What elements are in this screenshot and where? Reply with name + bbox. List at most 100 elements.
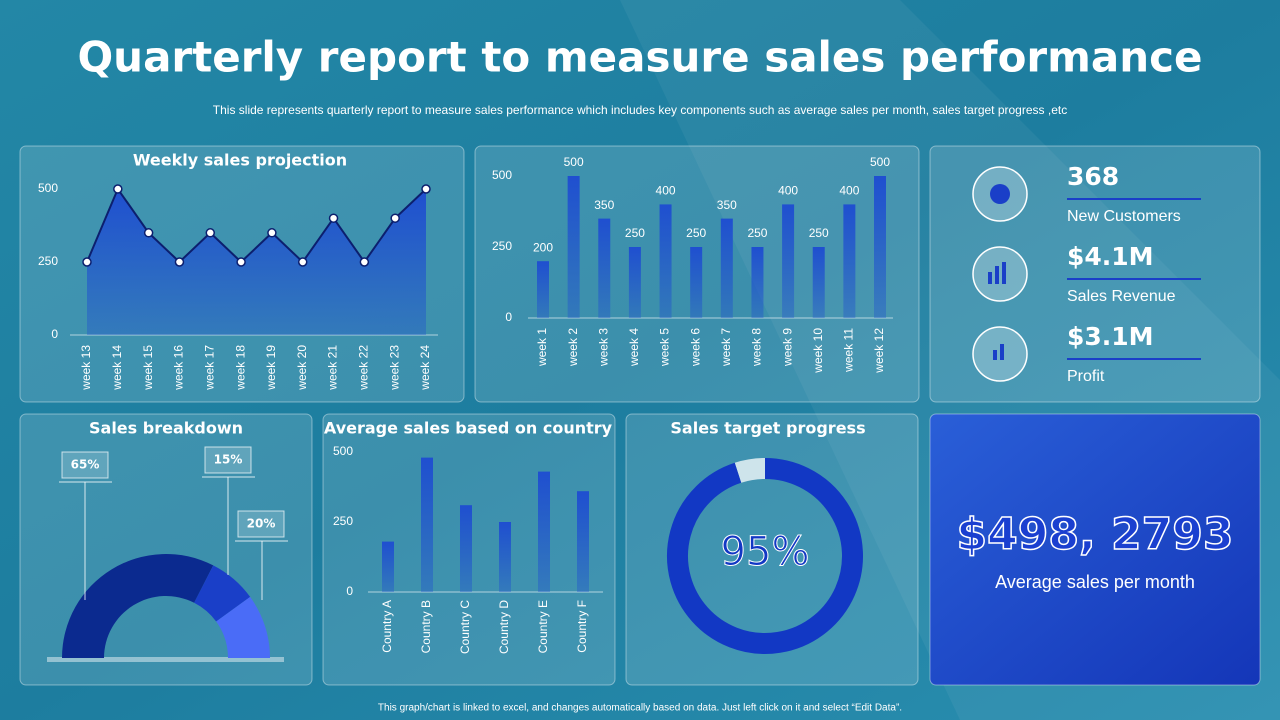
data-label: 250 xyxy=(625,226,645,240)
y-tick-label: 250 xyxy=(492,239,512,253)
data-label: 250 xyxy=(809,226,829,240)
x-tick-label: week 13 xyxy=(79,345,93,391)
y-tick-label: 0 xyxy=(346,584,353,598)
data-label: 65% xyxy=(71,458,100,472)
x-tick-label: week 1 xyxy=(535,328,549,367)
chart-title: Sales target progress xyxy=(670,419,865,438)
point xyxy=(267,228,277,238)
x-tick-label: Country F xyxy=(575,600,589,653)
data-label: 400 xyxy=(656,184,676,198)
bar xyxy=(567,176,580,318)
bar xyxy=(843,204,856,318)
bar xyxy=(812,247,825,318)
x-tick-label: week 22 xyxy=(357,345,371,391)
bar xyxy=(382,541,394,592)
x-tick-label: week 4 xyxy=(627,328,641,367)
y-tick-label: 500 xyxy=(492,168,512,182)
point xyxy=(328,213,339,223)
kpi-label: Sales Revenue xyxy=(1067,288,1176,305)
data-label: 250 xyxy=(686,226,706,240)
data-label: 350 xyxy=(594,198,614,212)
chart-title: Sales breakdown xyxy=(89,419,243,438)
label-box xyxy=(237,510,285,538)
bar xyxy=(720,218,733,318)
y-tick-label: 0 xyxy=(51,327,58,341)
y-tick-label: 500 xyxy=(38,181,58,195)
point xyxy=(143,228,154,238)
x-tick-label: week 7 xyxy=(719,328,733,367)
highlight-value: $498, 2793 xyxy=(957,509,1234,560)
footer: This graph/chart is linked to excel, and… xyxy=(378,703,902,714)
x-tick-label: week 19 xyxy=(264,345,278,391)
kpi-value: $4.1M xyxy=(1067,242,1154,271)
data-label: 15% xyxy=(214,453,243,467)
label-box xyxy=(61,451,109,479)
x-tick-label: week 8 xyxy=(750,328,764,367)
data-label: 250 xyxy=(747,226,767,240)
x-tick-label: week 10 xyxy=(811,328,825,374)
kpi-value: 368 xyxy=(1067,162,1119,191)
x-tick-label: week 16 xyxy=(172,345,186,391)
x-tick-label: week 18 xyxy=(233,345,247,391)
segment xyxy=(216,596,270,658)
x-tick-label: week 11 xyxy=(842,328,856,373)
point xyxy=(113,184,123,194)
x-tick-label: Country A xyxy=(380,600,394,653)
point xyxy=(82,257,92,267)
bar xyxy=(460,505,472,592)
x-tick-label: week 15 xyxy=(141,345,155,391)
x-tick-label: Country E xyxy=(536,600,550,653)
y-tick-label: 0 xyxy=(505,310,512,324)
progress-remainder xyxy=(734,458,766,483)
x-tick-label: week 14 xyxy=(110,345,124,391)
x-tick-label: week 21 xyxy=(326,345,340,391)
x-tick-label: week 17 xyxy=(202,345,216,391)
area xyxy=(87,189,426,335)
point xyxy=(390,213,400,223)
bar xyxy=(874,176,886,318)
x-tick-label: week 6 xyxy=(688,328,702,367)
progress-arc xyxy=(667,458,863,654)
highlight-panel xyxy=(929,413,1261,686)
subtitle: This slide represents quarterly report t… xyxy=(213,103,1067,117)
point xyxy=(297,257,308,267)
bar xyxy=(751,247,764,318)
x-tick-label: week 9 xyxy=(780,328,794,367)
bar xyxy=(598,218,611,318)
x-tick-label: week 24 xyxy=(418,345,432,391)
bar xyxy=(421,457,433,592)
panel xyxy=(929,145,1261,403)
x-tick-label: week 12 xyxy=(872,328,886,374)
x-tick-label: Country C xyxy=(458,600,472,654)
bar xyxy=(577,491,589,592)
x-tick-label: week 5 xyxy=(658,328,672,367)
segment xyxy=(194,565,251,622)
y-tick-label: 250 xyxy=(333,514,353,528)
point xyxy=(359,257,370,267)
label-box xyxy=(204,446,252,474)
y-tick-label: 500 xyxy=(333,444,353,458)
bar xyxy=(537,261,549,318)
x-tick-label: week 23 xyxy=(387,345,401,391)
bar xyxy=(690,247,703,318)
bar xyxy=(782,204,795,318)
data-label: 400 xyxy=(778,184,798,198)
point xyxy=(421,184,431,194)
baseline xyxy=(47,657,284,662)
data-label: 20% xyxy=(247,517,276,531)
x-tick-label: Country D xyxy=(497,600,511,654)
data-label: 350 xyxy=(717,198,737,212)
center-label: 95% xyxy=(721,529,810,575)
chart-title: Weekly sales projection xyxy=(133,151,347,170)
highlight-label: Average sales per month xyxy=(995,572,1195,592)
x-tick-label: week 3 xyxy=(596,328,610,367)
x-tick-label: week 20 xyxy=(295,345,309,391)
segment xyxy=(62,554,214,658)
x-tick-label: week 2 xyxy=(566,328,580,367)
kpi-value: $3.1M xyxy=(1067,322,1154,351)
point xyxy=(174,257,185,267)
data-label: 500 xyxy=(564,155,584,169)
kpi-label: Profit xyxy=(1067,368,1105,385)
y-tick-label: 250 xyxy=(38,254,58,268)
